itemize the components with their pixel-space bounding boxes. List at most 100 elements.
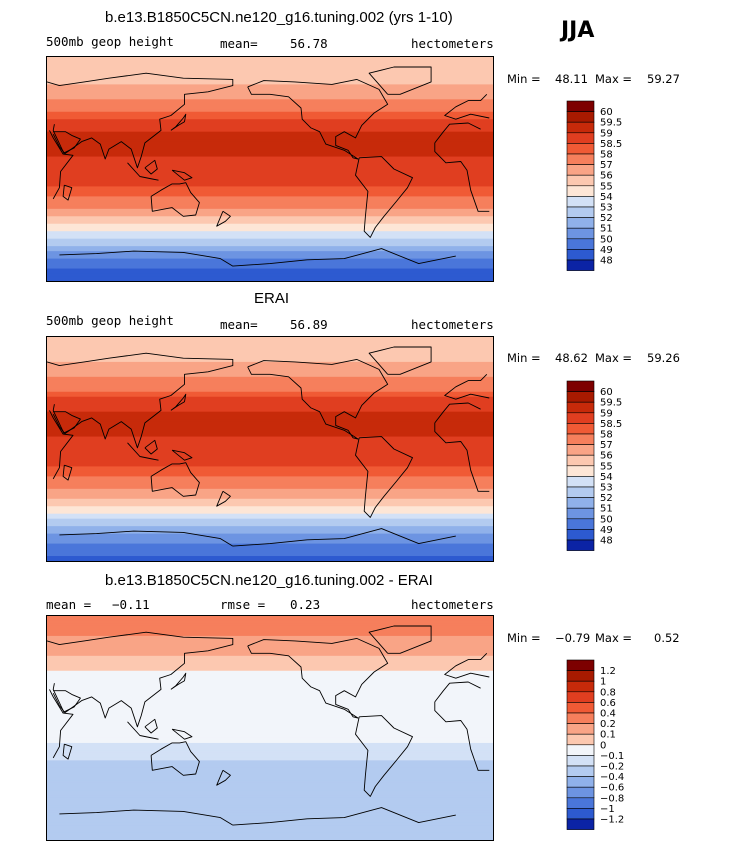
coastline	[62, 464, 73, 481]
colorbar-tick-label: 54	[600, 192, 613, 203]
map-band	[47, 243, 493, 247]
colorbar-tick-label: 1.2	[600, 666, 616, 677]
map-band	[47, 104, 493, 108]
map-band	[47, 233, 493, 237]
map-band	[47, 762, 493, 766]
map-band	[47, 755, 493, 759]
map-band	[47, 71, 493, 76]
map-band	[47, 483, 493, 487]
map-band	[47, 337, 493, 341]
map-band	[47, 618, 493, 622]
panel-2-mean-value: 56.89	[290, 317, 328, 332]
map-band	[47, 186, 493, 190]
map-band	[47, 623, 493, 627]
panel-1-min-value: 48.11	[555, 72, 588, 86]
map-band	[47, 369, 493, 373]
map-band	[47, 246, 493, 250]
map-band	[47, 221, 493, 225]
colorbar-box	[566, 433, 595, 445]
colorbar-tick-label: 57	[600, 440, 613, 451]
map-band	[47, 663, 493, 667]
map-band	[47, 89, 493, 93]
map-band	[47, 780, 493, 784]
map-band	[47, 116, 493, 120]
map-band	[47, 695, 493, 699]
map-band	[47, 787, 493, 791]
map-band	[47, 501, 493, 505]
map-band	[47, 59, 493, 63]
panel-1-variable-label: 500mb geop height	[46, 34, 174, 49]
colorbar-box	[566, 121, 595, 134]
panel-3-colorbar: 1.2 1 0.8 0.6 0.4 0.2 0.1 0 −0.1 −0.2 −0.4 −0.6 −0.8…	[566, 659, 627, 832]
colorbar-tick-label: 0	[600, 740, 606, 751]
coastline	[170, 672, 187, 690]
map-band	[47, 81, 493, 85]
colorbar-box	[566, 476, 595, 488]
panel-2-units: hectometers	[411, 317, 494, 332]
map-band	[47, 790, 493, 794]
map-band	[47, 710, 493, 714]
map-band	[47, 276, 493, 280]
map-band	[47, 64, 493, 68]
coastline	[47, 631, 490, 728]
map-band	[47, 399, 493, 403]
map-band	[47, 176, 493, 180]
colorbar-tick-label: −0.8	[600, 793, 624, 804]
panel-1-mean-label: mean=	[220, 36, 258, 51]
colorbar-tick-label: 48	[600, 536, 613, 547]
map-band	[47, 211, 493, 215]
panel-3-mean-label: mean =	[46, 597, 92, 612]
coastline	[368, 625, 432, 654]
map-band	[47, 266, 493, 270]
map-band	[47, 111, 493, 115]
map-band	[47, 449, 493, 453]
colorbar-tick-label: 58	[600, 430, 613, 441]
colorbar-box	[566, 132, 595, 144]
map-band	[47, 419, 493, 423]
panel-1-colorbar: 60 59.5 59 58.5 58 57 56 55 54 53 52 51 50 49 48	[566, 100, 627, 273]
map-band	[47, 471, 493, 475]
map-band	[47, 173, 493, 178]
map-band	[47, 461, 493, 465]
map-band	[47, 640, 493, 644]
map-band	[47, 665, 493, 669]
panel-1-title: b.e13.B1850C5CN.ne120_g16.tuning.002 (yr…	[105, 9, 453, 26]
colorbar-tick-label: 0.8	[600, 687, 616, 698]
map-band	[47, 389, 493, 393]
colorbar-box	[566, 143, 595, 155]
map-band	[47, 124, 493, 128]
colorbar-box	[566, 206, 595, 218]
map-band	[47, 800, 493, 804]
colorbar-tick-label: 49	[600, 525, 613, 536]
colorbar-tick-label: 60	[600, 107, 613, 118]
map-band	[47, 451, 493, 455]
colorbar-box	[566, 702, 595, 714]
map-band	[47, 650, 493, 654]
map-band	[47, 236, 493, 240]
map-band	[47, 478, 493, 482]
map-band	[47, 488, 493, 492]
map-band	[47, 144, 493, 148]
map-band	[47, 775, 493, 779]
map-band	[47, 109, 493, 113]
map-band	[47, 86, 493, 90]
map-band	[47, 371, 493, 375]
coastline	[368, 66, 432, 95]
panel-1-max-label: Max =	[595, 72, 633, 86]
map-band	[47, 735, 493, 739]
map-band	[47, 169, 493, 173]
map-band	[47, 394, 493, 398]
coastline	[49, 122, 490, 212]
coastline	[49, 402, 490, 492]
map-band	[47, 720, 493, 724]
map-band	[47, 248, 493, 252]
colorbar-box	[566, 507, 595, 520]
map-band	[47, 792, 493, 796]
map-band	[47, 690, 493, 694]
colorbar-tick-label: −1.2	[600, 815, 624, 826]
map-band	[47, 226, 493, 230]
colorbar-tick-label: 59	[600, 128, 613, 139]
map-band	[47, 468, 493, 472]
map-band	[47, 503, 493, 507]
colorbar-tick-label: −1	[600, 804, 615, 815]
